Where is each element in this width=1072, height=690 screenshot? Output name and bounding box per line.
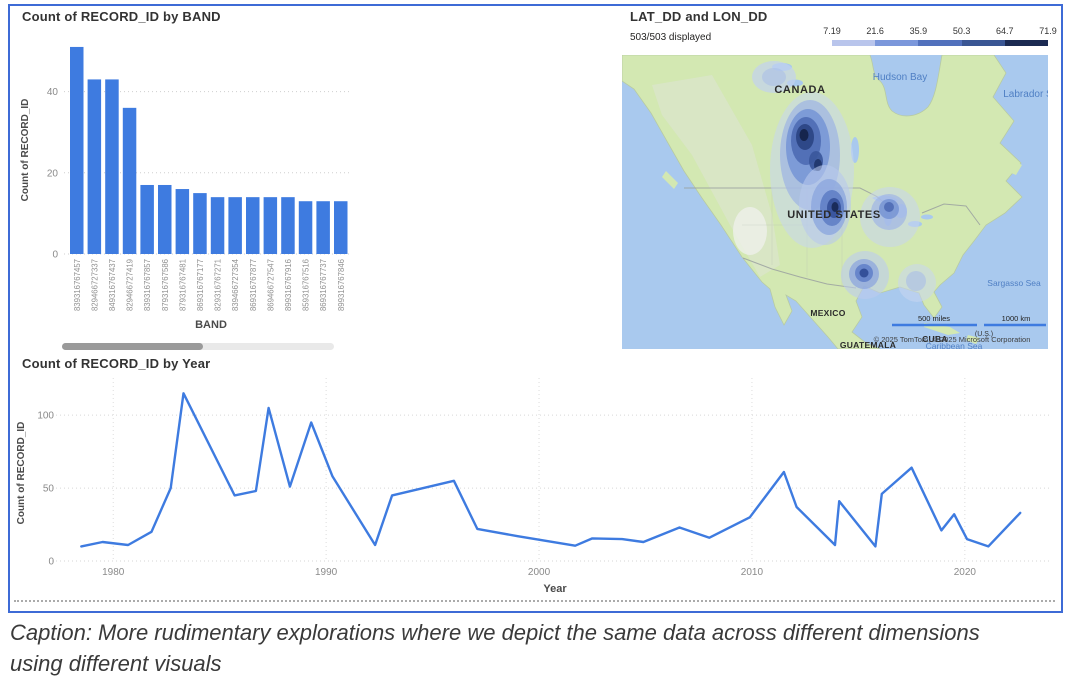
line-chart-visual[interactable]: Count of RECORD_ID by Year 1980 1990 2000 2… xyxy=(10,354,1061,604)
bar-849316767437[interactable] xyxy=(105,79,119,254)
map-label-country: CANADA xyxy=(774,84,825,96)
band-scrollbar-thumb[interactable] xyxy=(62,343,204,350)
legend-segment xyxy=(961,40,1005,46)
line-x-tick: 1980 xyxy=(102,567,125,578)
bar-y-tick: 40 xyxy=(47,87,59,98)
map-island-vancouver xyxy=(662,171,678,189)
line-x-axis-title: Year xyxy=(543,583,567,595)
map-label-country: UNITED STATES xyxy=(787,209,881,221)
legend-tick-label: 7.19 xyxy=(823,26,841,36)
bar-x-label: 829466727337 xyxy=(90,259,99,311)
bar-chart-title: Count of RECORD_ID by BAND xyxy=(22,9,221,24)
line-y-tick: 100 xyxy=(37,411,54,422)
bar-x-label: 839466727354 xyxy=(231,258,240,311)
map-label-water: Labrador S xyxy=(1003,89,1048,100)
map-label-copyright: © 2025 TomTom, © 2025 Microsoft Corporat… xyxy=(874,335,1031,344)
map-label-scale: 1000 km xyxy=(1002,314,1031,323)
legend-tick-labels: 7.19 21.6 35.9 50.3 64.7 71.9 xyxy=(823,26,1057,39)
bar-x-label: 829466727419 xyxy=(126,259,135,311)
caption-text: Caption: More rudimentary explorations w… xyxy=(10,620,980,677)
map-rockies-patch xyxy=(733,207,767,255)
bar-x-label: 869466727547 xyxy=(266,259,275,311)
line-x-tick: 2000 xyxy=(528,567,551,578)
bar-839316767457[interactable] xyxy=(70,46,84,254)
line-chart-title: Count of RECORD_ID by Year xyxy=(22,356,211,371)
bar-chart-visual[interactable]: Count of RECORD_ID by BAND 0 20 40 83931676… xyxy=(10,6,366,356)
legend-tick-label: 50.3 xyxy=(952,26,971,36)
line-x-tick: 2010 xyxy=(741,567,764,578)
legend-segment xyxy=(875,40,919,46)
map-label-water-sm: Sargasso Sea xyxy=(987,278,1041,288)
line-chart-plot[interactable]: 1980 1990 2000 2010 2020 0 50 100 Year Count of R… xyxy=(12,368,1056,600)
bar-839316767857[interactable] xyxy=(140,184,154,254)
map-label-water-sm: Caribbean Sea xyxy=(926,341,983,349)
bar-869316767737[interactable] xyxy=(316,201,330,254)
bar-x-label: 849316767437 xyxy=(108,259,117,311)
year-count-line[interactable] xyxy=(80,392,1022,548)
bar-chart-plot[interactable]: 0 20 40 839316767457 829466727337 84931676743… xyxy=(14,26,358,338)
bar-x-label: 869316767877 xyxy=(249,259,258,311)
map-island-newfoundland xyxy=(1004,159,1022,175)
map-title: LAT_DD and LON_DD xyxy=(630,9,768,24)
line-x-tick: 2020 xyxy=(954,567,977,578)
legend-segment xyxy=(1004,40,1049,46)
bar-x-label: 899316767916 xyxy=(284,259,293,311)
bar-879316767481[interactable] xyxy=(175,189,190,254)
bar-869466727547[interactable] xyxy=(263,197,278,254)
legend-tick-label: 64.7 xyxy=(996,26,1014,36)
map-visual[interactable]: LAT_DD and LON_DD 503/503 displayed 7.19… xyxy=(620,6,1057,354)
line-y-tick: 50 xyxy=(43,484,55,495)
legend-color-bar xyxy=(832,40,1049,46)
bar-869316767177[interactable] xyxy=(193,193,207,254)
bar-x-label: 869316767737 xyxy=(319,259,328,311)
legend-tick-label: 35.9 xyxy=(909,26,928,36)
bar-x-label: 839316767857 xyxy=(143,259,152,311)
bar-879316767586[interactable] xyxy=(158,184,172,254)
bar-x-label: 869316767177 xyxy=(196,259,205,311)
bar-y-tick: 0 xyxy=(52,250,58,261)
map-labels: CANADA Hudson Bay Labrador S UNITED STATES M… xyxy=(774,72,1048,349)
line-x-tick: 1990 xyxy=(315,567,338,578)
bar-829466727419[interactable] xyxy=(122,107,137,254)
map-canvas[interactable]: CANADA Hudson Bay Labrador S UNITED STATES M… xyxy=(622,55,1048,349)
map-label-tiny: (U.S.) xyxy=(975,331,993,338)
line-y-tick: 0 xyxy=(48,557,54,568)
map-heat-blobs xyxy=(752,61,936,302)
map-label-water: Hudson Bay xyxy=(873,72,927,83)
bar-x-label: 899316767846 xyxy=(337,259,346,311)
legend-segment xyxy=(832,40,876,46)
bar-899316767846[interactable] xyxy=(334,201,348,254)
bar-859316767516[interactable] xyxy=(298,201,313,254)
canvas-dotted-edge xyxy=(14,600,1055,602)
report-canvas: Count of RECORD_ID by BAND 0 20 40 83931676… xyxy=(8,4,1063,613)
bar-x-axis-title: BAND xyxy=(195,319,227,331)
map-displayed-count: 503/503 displayed xyxy=(630,32,712,43)
bar-x-label: 859316767516 xyxy=(302,259,311,311)
bar-829466727337[interactable] xyxy=(87,79,102,254)
map-label-country-sm: GUATEMALA xyxy=(840,340,896,349)
bar-x-label: 879316767586 xyxy=(161,259,170,311)
map-label-country-sm: CUBA xyxy=(922,334,948,344)
bar-839466727354[interactable] xyxy=(228,197,242,254)
bar-x-label: 879316767481 xyxy=(178,259,187,311)
bar-y-axis-title: Count of RECORD_ID xyxy=(20,99,31,202)
band-scrollbar-track[interactable] xyxy=(62,343,334,350)
line-y-axis-title: Count of RECORD_ID xyxy=(16,422,27,525)
map-label-country-sm: MEXICO xyxy=(810,308,845,318)
bar-899316767916[interactable] xyxy=(281,197,295,254)
bar-829316767271[interactable] xyxy=(210,197,225,254)
legend-tick-label: 71.9 xyxy=(1039,26,1057,36)
map-island-hispaniola xyxy=(966,335,980,344)
bar-x-label: 829316767271 xyxy=(214,259,223,311)
bar-x-label: 839316767457 xyxy=(73,259,82,311)
legend-tick-label: 21.6 xyxy=(866,26,884,36)
map-color-legend: 7.19 21.6 35.9 50.3 64.7 71.9 xyxy=(823,26,1057,46)
bar-869316767877[interactable] xyxy=(246,197,260,254)
bar-y-tick: 20 xyxy=(47,168,59,179)
map-label-scale: 500 miles xyxy=(918,314,950,323)
legend-segment xyxy=(918,40,962,46)
